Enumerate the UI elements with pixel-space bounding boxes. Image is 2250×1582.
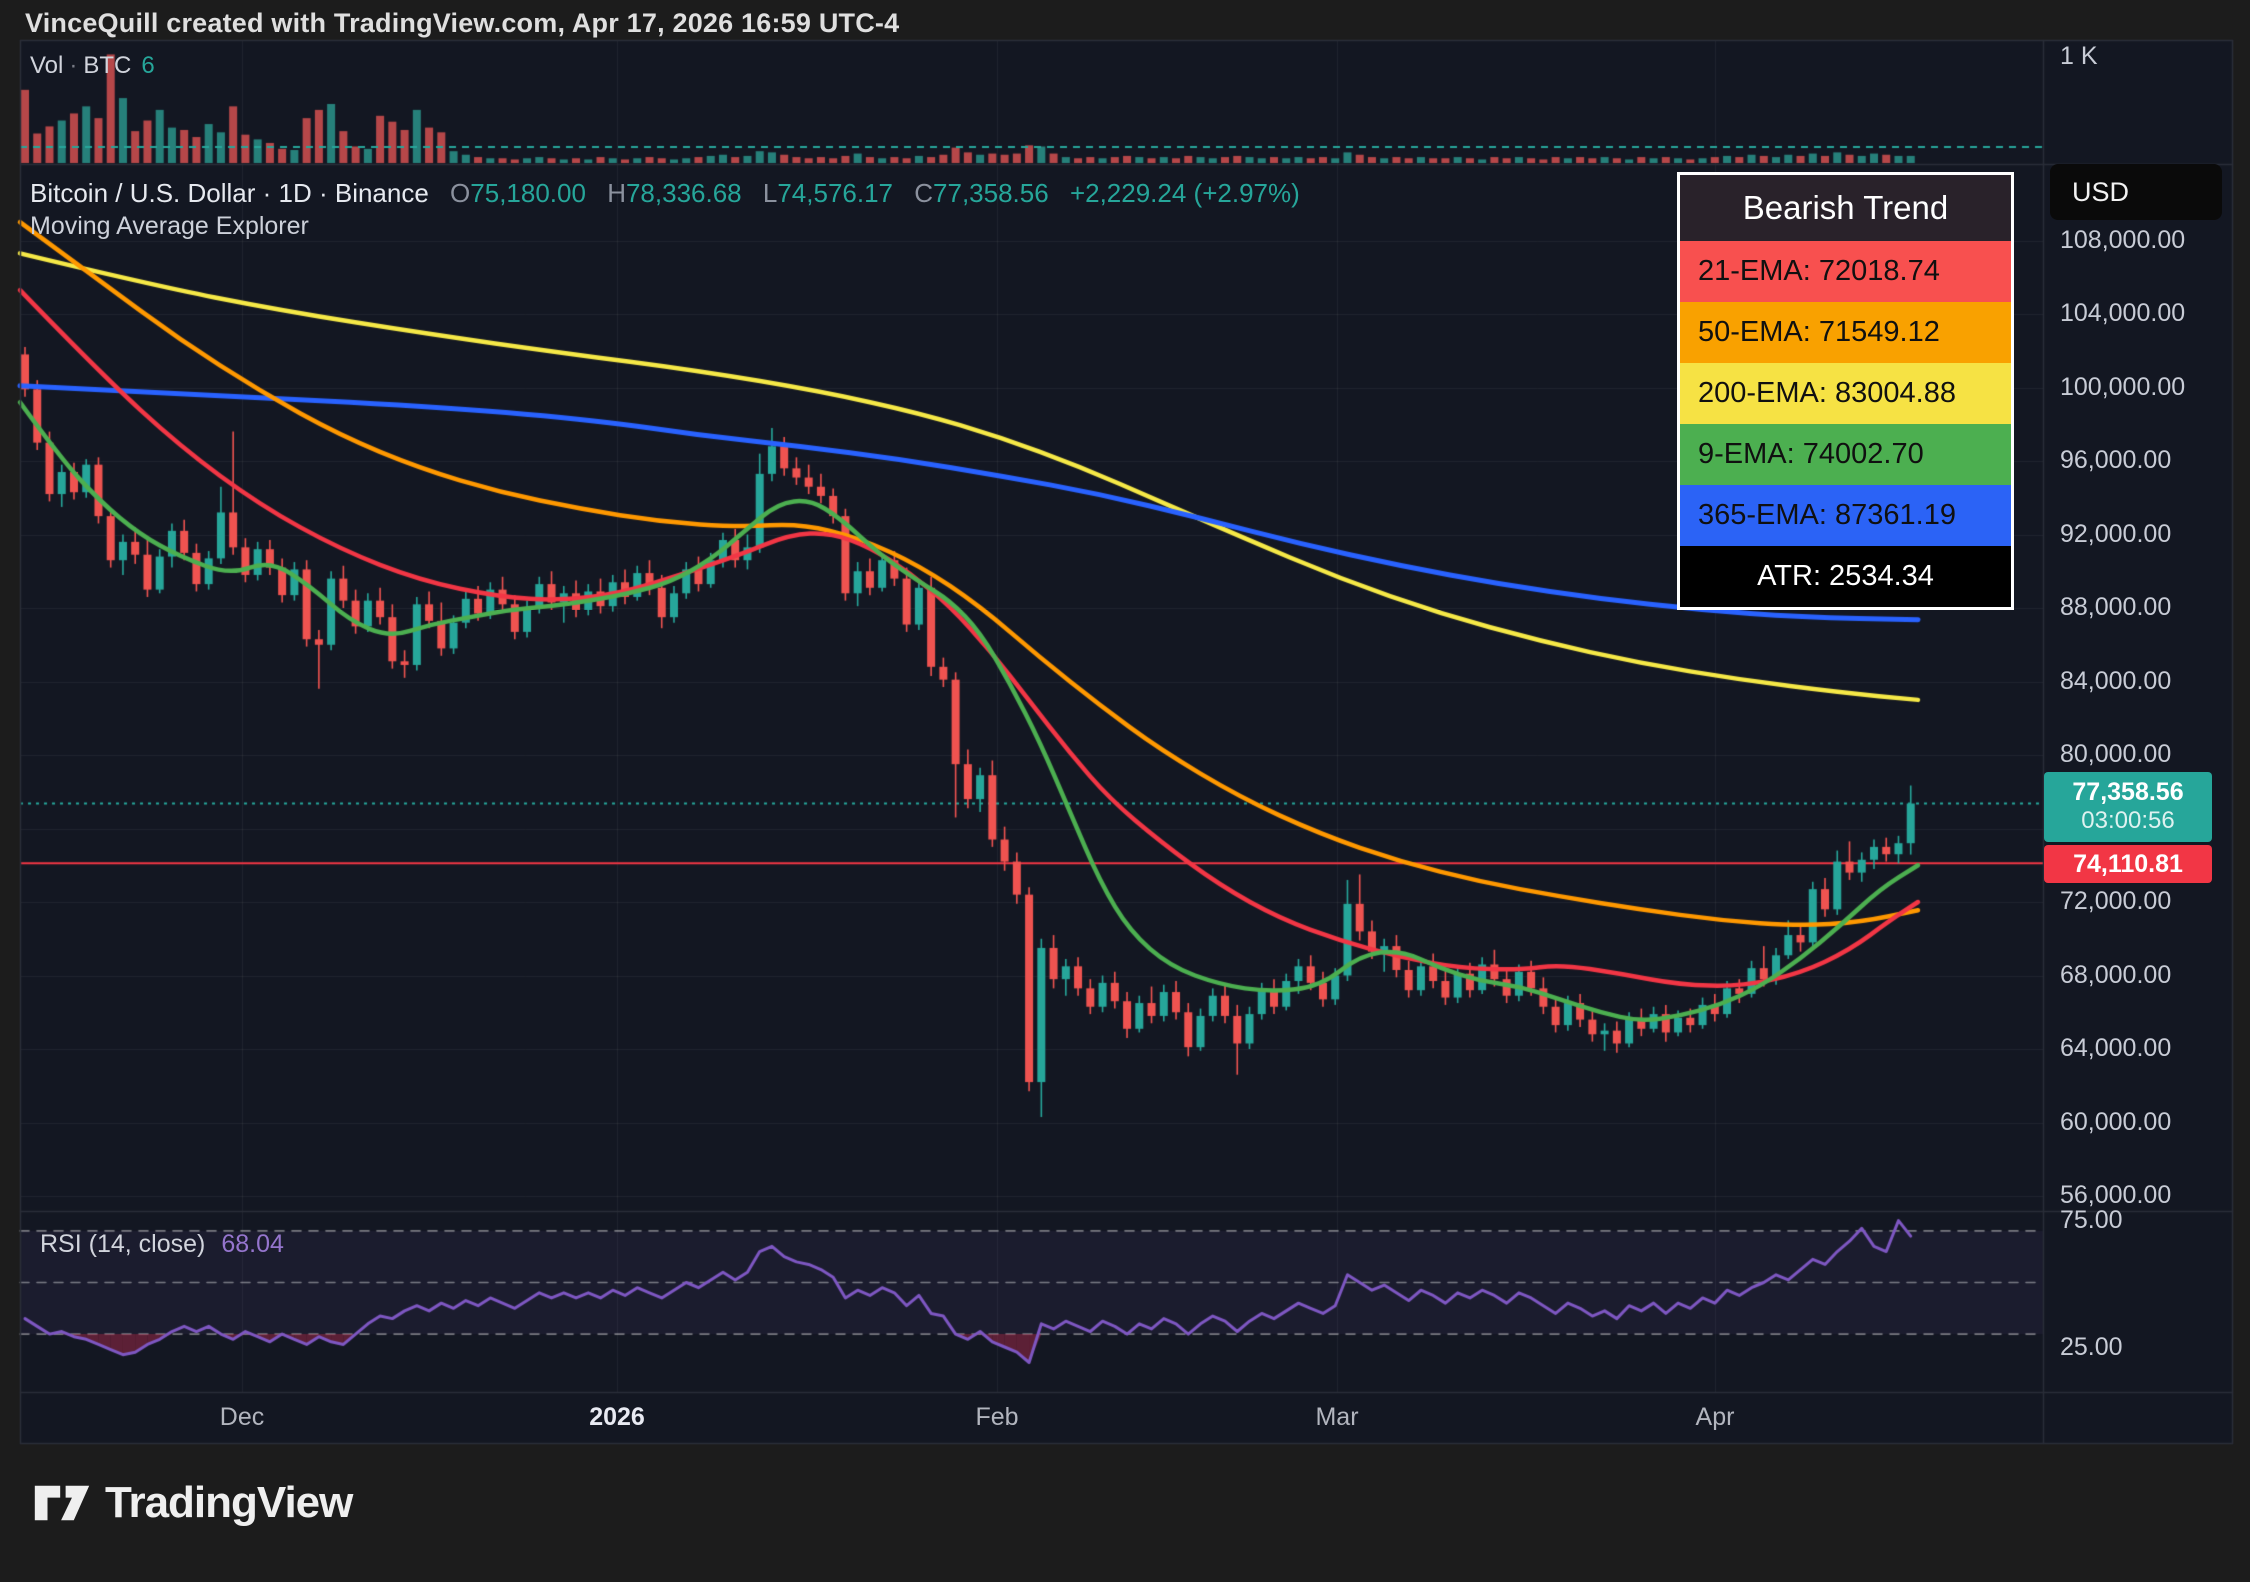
close-value: 77,358.56 [933, 178, 1049, 208]
alert-price-badge[interactable]: 74,110.81 [2044, 845, 2212, 883]
low-value: 74,576.17 [777, 178, 894, 208]
ema-legend-row: 9-EMA: 74002.70 [1680, 424, 2011, 485]
open-label: O [450, 178, 471, 208]
tradingview-logo-text: TradingView [105, 1478, 353, 1527]
price-tick-label: 72,000.00 [2060, 887, 2172, 915]
low-label: L [762, 178, 778, 208]
price-tick-label: 84,000.00 [2060, 666, 2172, 695]
volume-scale-label: 1 K [2060, 42, 2098, 70]
volume-asset: BTC [83, 52, 132, 79]
rsi-value: 68.04 [221, 1230, 284, 1258]
price-tick-label: 100,000.00 [2060, 372, 2186, 401]
trend-title: Bearish Trend [1680, 175, 2011, 241]
moving-average-explorer-label[interactable]: Moving Average Explorer [30, 212, 309, 240]
bearish-trend-legend: Bearish Trend 21-EMA: 72018.74 50-EMA: 71… [1677, 172, 2014, 610]
ema-legend-row: 50-EMA: 71549.12 [1680, 302, 2011, 363]
time-tick-label: Apr [1695, 1403, 1735, 1431]
price-tick-label: 64,000.00 [2060, 1034, 2172, 1062]
last-price-value: 77,358.56 [2072, 778, 2184, 806]
high-label: H [607, 178, 626, 208]
price-tick-label: 56,000.00 [2060, 1181, 2172, 1209]
bar-countdown: 03:00:56 [2081, 807, 2175, 834]
volume-value: 6 [141, 52, 155, 79]
price-tick-label: 80,000.00 [2060, 740, 2172, 768]
last-price-badge[interactable]: 77,358.56 03:00:56 [2044, 772, 2212, 842]
separator-dot: · [69, 52, 78, 79]
ema-legend-row: 21-EMA: 72018.74 [1680, 241, 2011, 302]
ema-legend-rows: 21-EMA: 72018.74 50-EMA: 71549.12 200-EMA:… [1680, 241, 2011, 546]
price-tick-label: 92,000.00 [2060, 519, 2172, 548]
tradingview-logo-icon [34, 1485, 90, 1521]
time-tick-label: Mar [1315, 1403, 1359, 1431]
volume-label: Vol [30, 52, 64, 79]
symbol-ohlc-row[interactable]: Bitcoin / U.S. Dollar · 1D · Binance O75… [30, 178, 1300, 209]
rsi-upper-scale-label: 75.00 [2060, 1206, 2123, 1234]
ema-legend-row: 200-EMA: 83004.88 [1680, 363, 2011, 424]
atr-value-row: ATR: 2534.34 [1680, 546, 2011, 607]
price-tick-label: 88,000.00 [2060, 593, 2172, 621]
time-tick-label: Dec [219, 1403, 265, 1431]
high-value: 78,336.68 [625, 178, 742, 208]
price-tick-label: 60,000.00 [2060, 1107, 2172, 1136]
rsi-label: RSI (14, close) [40, 1230, 206, 1258]
rsi-indicator-legend[interactable]: RSI (14, close) 68.04 [40, 1230, 284, 1259]
price-tick-label: 108,000.00 [2060, 225, 2186, 254]
volume-indicator-legend[interactable]: Vol · BTC 6 [30, 52, 155, 80]
symbol-title[interactable]: Bitcoin / U.S. Dollar · 1D · Binance [30, 178, 429, 208]
ema-legend-row: 365-EMA: 87361.19 [1680, 485, 2011, 546]
price-tick-label: 68,000.00 [2060, 960, 2172, 989]
open-value: 75,180.00 [470, 178, 586, 208]
time-tick-label: 2026 [589, 1403, 645, 1431]
attribution-text: VinceQuill created with TradingView.com,… [25, 8, 900, 38]
change-value: +2,229.24 (+2.97%) [1069, 178, 1300, 208]
price-tick-label: 104,000.00 [2060, 299, 2186, 327]
time-tick-label: Feb [975, 1403, 1019, 1431]
currency-toggle-button[interactable]: USD [2050, 164, 2222, 220]
price-tick-label: 96,000.00 [2060, 446, 2172, 474]
close-label: C [914, 178, 934, 208]
rsi-lower-scale-label: 25.00 [2060, 1333, 2123, 1361]
tradingview-branding[interactable]: TradingView [33, 1478, 353, 1528]
